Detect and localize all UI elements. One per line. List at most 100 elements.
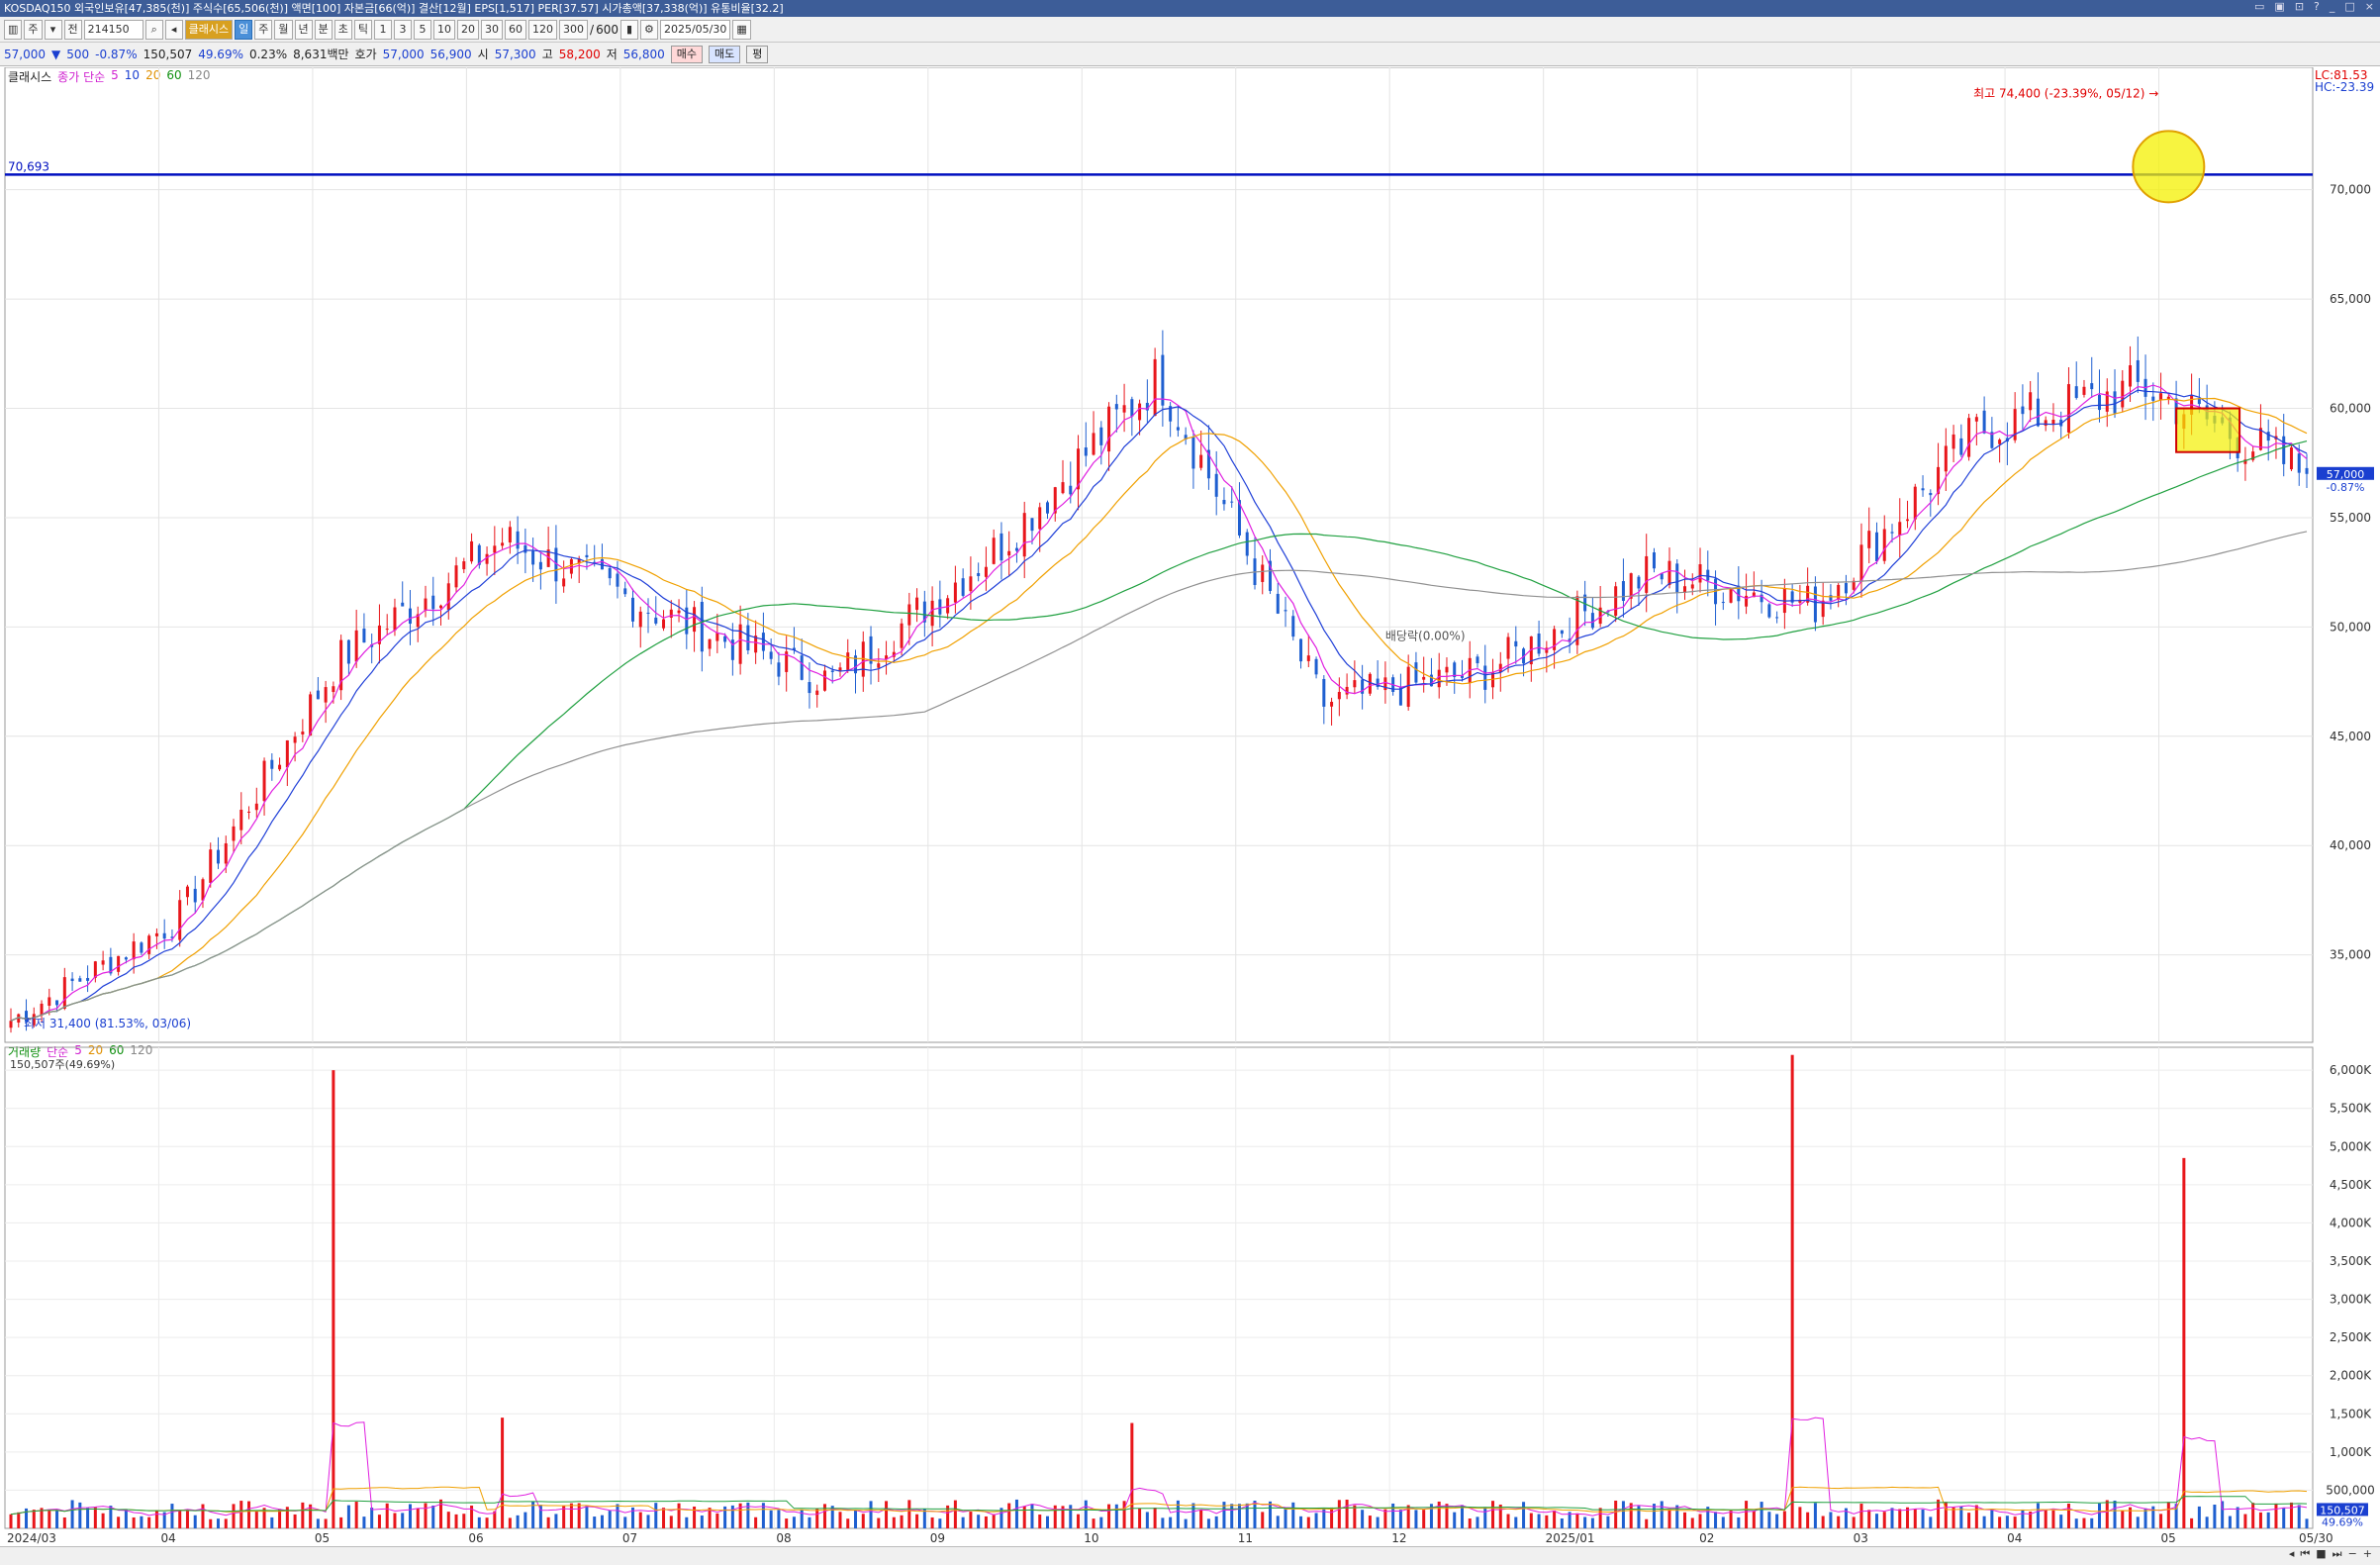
candle-body [1790, 591, 1794, 603]
count-input[interactable]: 300 [559, 19, 589, 40]
bars-icon[interactable]: ▮ [619, 19, 638, 40]
volume-bar [1790, 1054, 1794, 1528]
ex-dividend-annotation: 배당락(0.00%) [1385, 630, 1466, 643]
period-day-button[interactable]: 일 [235, 19, 253, 40]
volume-bar [546, 1516, 550, 1528]
volume-tick-label: 6,000K [2330, 1063, 2372, 1077]
candle-body [693, 607, 697, 633]
volume-bar [623, 1516, 627, 1528]
calendar-icon[interactable]: ▦ [732, 19, 751, 40]
bottom-scrollbar[interactable] [0, 1546, 2380, 1565]
tile-icon[interactable]: ▣ [2274, 0, 2285, 13]
scroll-left-icon[interactable]: ◂ [2288, 1547, 2295, 1560]
volume-bar [638, 1512, 642, 1528]
highlight-box [2175, 407, 2241, 453]
maximize-icon[interactable]: □ [2344, 0, 2355, 13]
volume-bar [339, 1516, 343, 1528]
page-left-icon[interactable]: ⏮ [2300, 1547, 2311, 1560]
candle-body [1598, 607, 1602, 625]
interval-20-button[interactable]: 20 [457, 19, 480, 40]
volume-bar [892, 1516, 896, 1528]
volume-bar [2197, 1506, 2201, 1528]
candle-body [1890, 532, 1894, 534]
candle-body [1153, 358, 1157, 417]
volume-bar [25, 1508, 29, 1528]
volume-bar [1361, 1510, 1365, 1528]
interval-120-button[interactable]: 120 [528, 19, 558, 40]
candle-body [2243, 459, 2247, 464]
close-icon[interactable]: × [2364, 0, 2374, 13]
buy-button[interactable]: 매수 [670, 45, 704, 63]
candle-body [1698, 564, 1702, 583]
volume-bar [1468, 1518, 1472, 1528]
search-icon[interactable]: ⌕ [144, 19, 163, 40]
candle-body [554, 547, 558, 582]
interval-10-button[interactable]: 10 [433, 19, 456, 40]
date-input[interactable]: 2025/05/30 [659, 19, 731, 40]
page-right-icon[interactable]: ⏭ [2332, 1547, 2342, 1560]
period-select[interactable]: 주 [24, 19, 43, 40]
interval-1-button[interactable]: 1 [374, 19, 393, 40]
candle-body [2021, 406, 2025, 415]
sell-button[interactable]: 매도 [709, 45, 741, 63]
company-name-field[interactable]: 클래시스 [184, 19, 234, 40]
volume-bar [1798, 1507, 1802, 1528]
settings-icon[interactable]: ⚙ [639, 19, 658, 40]
eval-button[interactable]: 평 [746, 45, 769, 63]
volume-bar [2159, 1514, 2163, 1528]
minimize-icon[interactable]: _ [2329, 0, 2335, 13]
volume-bar [1306, 1516, 1310, 1528]
last-volume-label: 150,507 [2320, 1504, 2365, 1516]
interval-30-button[interactable]: 30 [481, 19, 504, 40]
view-select[interactable]: 전 [63, 19, 82, 40]
candle-body [738, 624, 742, 664]
candle-body [761, 633, 765, 651]
period-second-button[interactable]: 초 [333, 19, 352, 40]
period-tick-button[interactable]: 틱 [353, 19, 373, 40]
interval-3-button[interactable]: 3 [394, 19, 413, 40]
zoom-out-icon[interactable]: − [2347, 1547, 2357, 1560]
chart-canvas[interactable]: 35,000 40,000 45,000 50,000 55,000 60,000 65,0… [0, 67, 2380, 1546]
period-year-button[interactable]: 년 [294, 19, 313, 40]
candle-body [501, 542, 505, 546]
volume-bar [216, 1518, 220, 1528]
period-minute-button[interactable]: 분 [314, 19, 333, 40]
candle-body [777, 662, 781, 677]
candle-body [354, 630, 358, 662]
volume-bar [969, 1512, 973, 1528]
interval-5-button[interactable]: 5 [414, 19, 432, 40]
help-icon[interactable]: ? [2314, 0, 2320, 13]
layout-icon[interactable]: ▥ [4, 19, 23, 40]
volume-bar [2105, 1500, 2109, 1528]
volume-bar [662, 1508, 666, 1528]
volume-bar [777, 1510, 781, 1528]
zoom-in-icon[interactable]: + [2362, 1547, 2372, 1560]
candle-body [1284, 610, 1287, 612]
candle-body [1330, 702, 1334, 707]
stop-icon[interactable]: ■ [2316, 1547, 2327, 1560]
x-tick-label: 06 [468, 1531, 483, 1545]
candle-body [1460, 675, 1464, 678]
volume-bar [301, 1502, 305, 1528]
interval-60-button[interactable]: 60 [505, 19, 527, 40]
candle-body [654, 617, 658, 624]
volume-bar [170, 1504, 174, 1528]
period-month-button[interactable]: 월 [274, 19, 293, 40]
candle-body [646, 612, 650, 614]
candle-body [1829, 595, 1833, 601]
volume-bar [1598, 1508, 1602, 1528]
vol-ma60-line [10, 1496, 2308, 1516]
chevron-down-icon[interactable]: ▾ [44, 19, 62, 40]
legend-vol-ma5: 5 [74, 1043, 82, 1057]
pin-icon[interactable]: ⊡ [2294, 0, 2305, 13]
restore-icon[interactable]: ▭ [2254, 0, 2265, 13]
volume-bar [1429, 1504, 1433, 1528]
volume-tick-label: 2,500K [2330, 1330, 2372, 1344]
volume-bar [1460, 1505, 1464, 1528]
prev-icon[interactable]: ◂ [164, 19, 183, 40]
candle-body [1729, 589, 1733, 603]
period-week-button[interactable]: 주 [254, 19, 273, 40]
volume-bar [1775, 1514, 1779, 1528]
stock-code-input[interactable]: 214150 [83, 19, 143, 40]
volume-bar [1813, 1503, 1817, 1528]
